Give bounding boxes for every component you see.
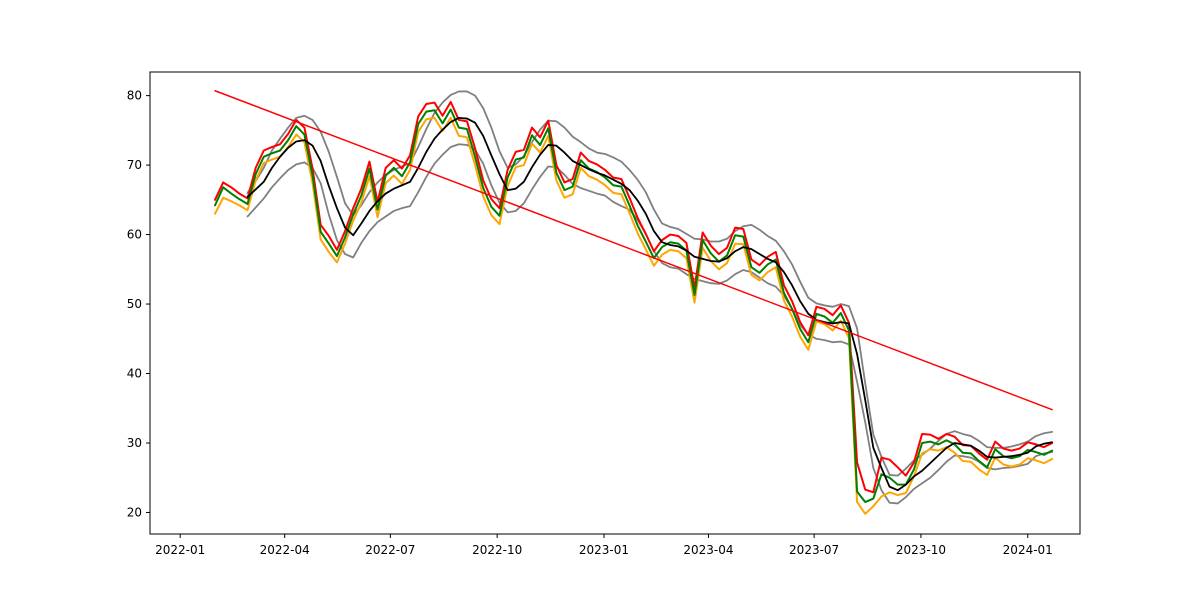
y-tick-label: 30 [127, 436, 142, 450]
y-tick-label: 70 [127, 158, 142, 172]
x-tick-label: 2023-10 [896, 543, 946, 557]
series-line-low [214, 116, 1054, 515]
plot-area [214, 90, 1054, 515]
series-layer [214, 90, 1054, 515]
x-tick-label: 2022-04 [260, 543, 310, 557]
y-tick-label: 20 [127, 505, 142, 519]
series-line-moving-average [246, 116, 1054, 492]
series-line-high [214, 100, 1054, 494]
x-tick-label: 2024-01 [1003, 543, 1053, 557]
y-tick-label: 80 [127, 89, 142, 103]
y-tick-label: 60 [127, 228, 142, 242]
x-tick-label: 2023-04 [683, 543, 733, 557]
x-tick-label: 2022-10 [472, 543, 522, 557]
x-tick-label: 2023-07 [789, 543, 839, 557]
plot-frame [149, 71, 1081, 535]
series-line-trend [214, 90, 1053, 411]
series-line-close [214, 108, 1054, 504]
axes-layer: 2022-01 2022-04 2022-07 2022-10 2023-01 2023-… [127, 71, 1081, 557]
y-tick-label: 50 [127, 297, 142, 311]
x-tick-label: 2022-07 [365, 543, 415, 557]
y-tick-label: 40 [127, 367, 142, 381]
x-tick-label: 2022-01 [155, 543, 205, 557]
x-tick-label: 2023-01 [579, 543, 629, 557]
